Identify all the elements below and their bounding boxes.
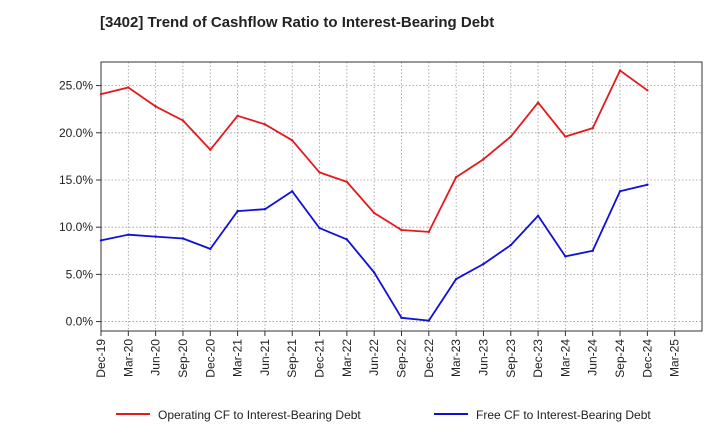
data-point bbox=[345, 238, 349, 241]
x-tick-label: Mar-21 bbox=[231, 339, 245, 377]
data-point bbox=[99, 92, 103, 96]
y-tick-label: 20.0% bbox=[59, 126, 93, 140]
data-point bbox=[181, 119, 185, 122]
data-point bbox=[509, 135, 512, 138]
data-point bbox=[646, 183, 649, 186]
data-point bbox=[318, 171, 321, 174]
data-point bbox=[427, 319, 431, 322]
x-tick-label: Sep-24 bbox=[613, 339, 627, 378]
legend-label-1: Operating CF to Interest-Bearing Debt bbox=[158, 408, 361, 422]
x-tick-label: Dec-20 bbox=[203, 339, 217, 378]
x-tick-label: Sep-21 bbox=[285, 339, 299, 378]
data-point bbox=[263, 123, 267, 126]
data-point bbox=[618, 190, 622, 193]
x-tick-label: Jun-24 bbox=[586, 339, 600, 376]
data-point bbox=[427, 230, 431, 234]
x-tick-label: Mar-20 bbox=[121, 339, 135, 377]
data-point bbox=[591, 126, 594, 130]
data-point bbox=[291, 139, 294, 142]
data-point bbox=[236, 114, 239, 118]
series-layer bbox=[99, 69, 649, 322]
data-point bbox=[618, 69, 622, 72]
y-tick-label: 10.0% bbox=[59, 220, 93, 234]
x-tick-label: Dec-19 bbox=[94, 339, 108, 378]
data-point bbox=[345, 180, 349, 184]
x-tick-label: Mar-23 bbox=[449, 339, 463, 377]
data-point bbox=[564, 135, 567, 138]
data-point bbox=[154, 235, 157, 238]
data-point bbox=[400, 316, 403, 319]
x-tick-label: Dec-22 bbox=[422, 339, 436, 378]
grid-layer bbox=[101, 62, 702, 331]
x-tick-label: Jun-20 bbox=[149, 339, 163, 376]
x-tick-label: Sep-22 bbox=[395, 339, 409, 378]
x-tick-label: Dec-21 bbox=[313, 339, 327, 378]
data-point bbox=[263, 208, 267, 211]
x-tick-label: Dec-24 bbox=[640, 339, 654, 378]
data-point bbox=[482, 262, 485, 266]
legend-label-2: Free CF to Interest-Bearing Debt bbox=[476, 408, 651, 422]
data-point bbox=[646, 89, 649, 92]
x-tick-label: Jun-22 bbox=[367, 339, 381, 376]
data-point bbox=[99, 239, 103, 242]
data-point bbox=[181, 237, 185, 240]
data-point bbox=[291, 190, 294, 193]
x-tick-label: Dec-23 bbox=[531, 339, 545, 378]
y-tick-label: 5.0% bbox=[66, 267, 94, 281]
data-point bbox=[209, 148, 212, 151]
y-tick-label: 0.0% bbox=[66, 315, 94, 329]
x-tick-label: Mar-22 bbox=[340, 339, 354, 377]
data-point bbox=[372, 211, 376, 215]
axis-layer: 0.0% 5.0% 10.0% 15.0% 20.0% 25.0% Dec-19 Mar-20… bbox=[59, 61, 703, 378]
y-tick-label: 15.0% bbox=[59, 173, 93, 187]
data-point bbox=[236, 209, 239, 213]
data-point bbox=[509, 243, 512, 247]
data-point bbox=[209, 247, 212, 251]
legend: Operating CF to Interest-Bearing Debt Fre… bbox=[116, 408, 651, 422]
data-point bbox=[372, 271, 376, 274]
x-tick-label: Jun-23 bbox=[476, 339, 490, 376]
x-tick-label: Jun-21 bbox=[258, 339, 272, 376]
x-tick-label: Mar-24 bbox=[558, 339, 572, 377]
data-point bbox=[536, 101, 540, 104]
data-point bbox=[536, 214, 540, 218]
data-point bbox=[127, 86, 130, 89]
chart-title: [3402] Trend of Cashflow Ratio to Intere… bbox=[100, 14, 495, 31]
data-point bbox=[454, 175, 458, 179]
x-tick-label: Mar-25 bbox=[668, 339, 682, 377]
data-point bbox=[127, 233, 130, 236]
data-point bbox=[482, 158, 485, 161]
y-tick-label: 25.0% bbox=[59, 79, 93, 93]
x-tick-label: Sep-23 bbox=[504, 339, 518, 378]
data-point bbox=[454, 277, 458, 281]
data-point bbox=[154, 105, 157, 108]
data-point bbox=[400, 228, 403, 232]
data-point bbox=[591, 249, 594, 252]
data-point bbox=[564, 255, 567, 258]
data-point bbox=[318, 226, 321, 230]
x-tick-label: Sep-20 bbox=[176, 339, 190, 378]
